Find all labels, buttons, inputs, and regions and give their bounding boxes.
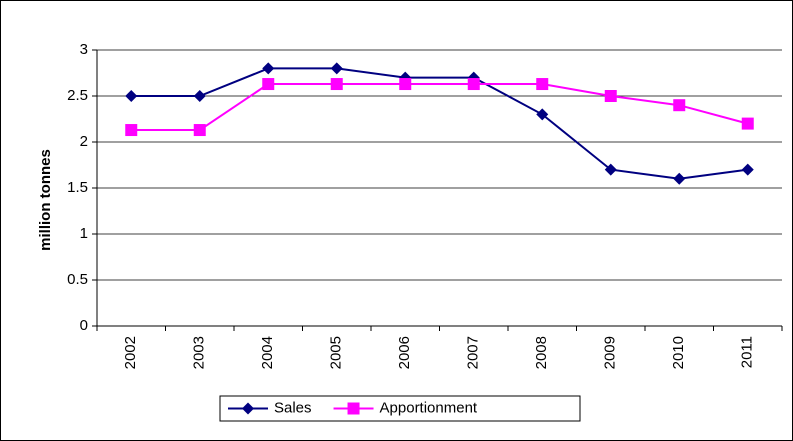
data-point	[193, 124, 206, 137]
x-tick-label: 2008	[533, 336, 550, 369]
y-tick-label: 1	[80, 225, 88, 242]
data-point	[536, 78, 549, 91]
y-axis-label: million tonnes	[37, 149, 54, 251]
x-tick-label: 2003	[191, 336, 208, 369]
data-point	[536, 108, 549, 121]
x-tick-label: 2010	[670, 336, 687, 369]
data-point	[330, 62, 343, 75]
data-point	[741, 117, 754, 130]
series-line	[131, 67, 748, 180]
data-point	[604, 90, 617, 102]
data-point	[741, 163, 754, 176]
x-tick-label: 2011	[739, 336, 756, 368]
y-tick-label: 2	[80, 133, 88, 150]
data-point	[193, 90, 206, 102]
data-point	[330, 78, 343, 91]
data-point	[673, 172, 686, 185]
data-point	[262, 78, 275, 91]
data-point	[399, 78, 412, 91]
y-tick-label: 3	[80, 41, 88, 58]
y-tick-label: 0.5	[67, 271, 88, 288]
data-point	[467, 78, 480, 91]
legend-marker	[347, 402, 360, 415]
x-tick-label: 2006	[396, 336, 413, 369]
x-tick-label: 2007	[465, 336, 482, 369]
data-point	[125, 124, 138, 137]
series-line	[131, 83, 749, 132]
x-tick-label: 2005	[328, 336, 345, 369]
data-point	[604, 163, 617, 176]
y-tick-label: 0	[80, 317, 88, 334]
legend-marker	[242, 402, 254, 415]
legend-box	[219, 395, 581, 422]
data-point	[673, 99, 686, 112]
y-tick-label: 2.5	[67, 87, 88, 104]
legend-label: Apportionment	[380, 399, 478, 416]
data-point	[262, 62, 275, 75]
x-tick-label: 2009	[602, 336, 619, 369]
y-tick-label: 1.5	[67, 179, 88, 196]
data-point	[125, 90, 138, 102]
x-tick-label: 2004	[259, 336, 276, 369]
x-tick-label: 2002	[122, 336, 139, 369]
legend-label: Sales	[274, 399, 312, 416]
